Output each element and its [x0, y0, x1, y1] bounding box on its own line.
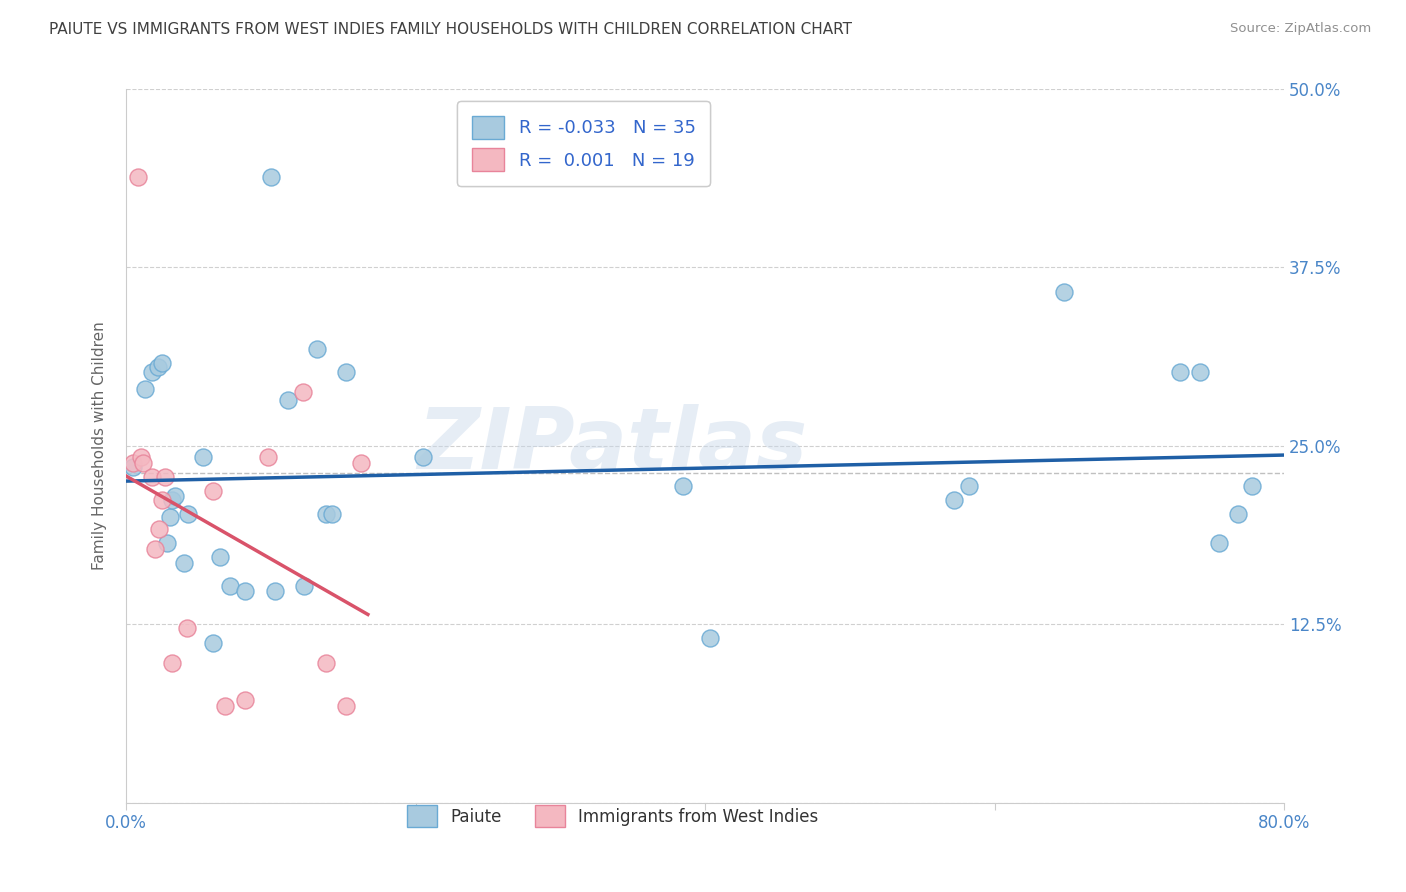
Point — [201, 484, 224, 499]
Point — [143, 541, 166, 556]
Point — [335, 365, 357, 379]
Point — [134, 382, 156, 396]
Point — [173, 556, 195, 570]
Point — [146, 360, 169, 375]
Point — [159, 510, 181, 524]
Point — [165, 489, 187, 503]
Point — [349, 456, 371, 470]
Point — [257, 450, 280, 465]
Point — [291, 384, 314, 399]
Point — [177, 508, 200, 522]
Text: ZIPatlas: ZIPatlas — [418, 404, 807, 487]
Point — [127, 170, 149, 185]
Point — [277, 393, 299, 408]
Point — [307, 342, 329, 356]
Legend: Paiute, Immigrants from West Indies: Paiute, Immigrants from West Indies — [401, 798, 825, 833]
Point — [129, 450, 152, 465]
Point — [153, 470, 176, 484]
Y-axis label: Family Households with Children: Family Households with Children — [93, 321, 107, 570]
Point — [335, 698, 357, 713]
Point — [214, 698, 236, 713]
Point — [957, 479, 980, 493]
Point — [141, 470, 163, 484]
Point — [943, 493, 966, 508]
Point — [1189, 365, 1212, 379]
Point — [264, 584, 287, 599]
Point — [191, 450, 214, 465]
Point — [148, 522, 170, 536]
Point — [1208, 536, 1230, 550]
Point — [141, 365, 163, 379]
Text: PAIUTE VS IMMIGRANTS FROM WEST INDIES FAMILY HOUSEHOLDS WITH CHILDREN CORRELATIO: PAIUTE VS IMMIGRANTS FROM WEST INDIES FA… — [49, 22, 852, 37]
Point — [1168, 365, 1191, 379]
Point — [1053, 285, 1076, 299]
Point — [209, 550, 232, 565]
Point — [122, 456, 145, 470]
Point — [315, 656, 337, 670]
Point — [412, 450, 434, 465]
Point — [260, 170, 283, 185]
Point — [1226, 508, 1249, 522]
Point — [156, 536, 179, 550]
Point — [292, 579, 315, 593]
Point — [233, 693, 256, 707]
Point — [1241, 479, 1264, 493]
Point — [162, 656, 184, 670]
Point — [150, 493, 173, 508]
Point — [233, 584, 256, 599]
Text: Source: ZipAtlas.com: Source: ZipAtlas.com — [1230, 22, 1371, 36]
Point — [176, 622, 198, 636]
Point — [315, 508, 337, 522]
Point — [132, 456, 155, 470]
Point — [699, 632, 721, 646]
Point — [122, 460, 145, 475]
Point — [321, 508, 343, 522]
Point — [201, 636, 224, 650]
Point — [162, 493, 184, 508]
Point — [150, 356, 173, 370]
Point — [672, 479, 695, 493]
Point — [219, 579, 242, 593]
